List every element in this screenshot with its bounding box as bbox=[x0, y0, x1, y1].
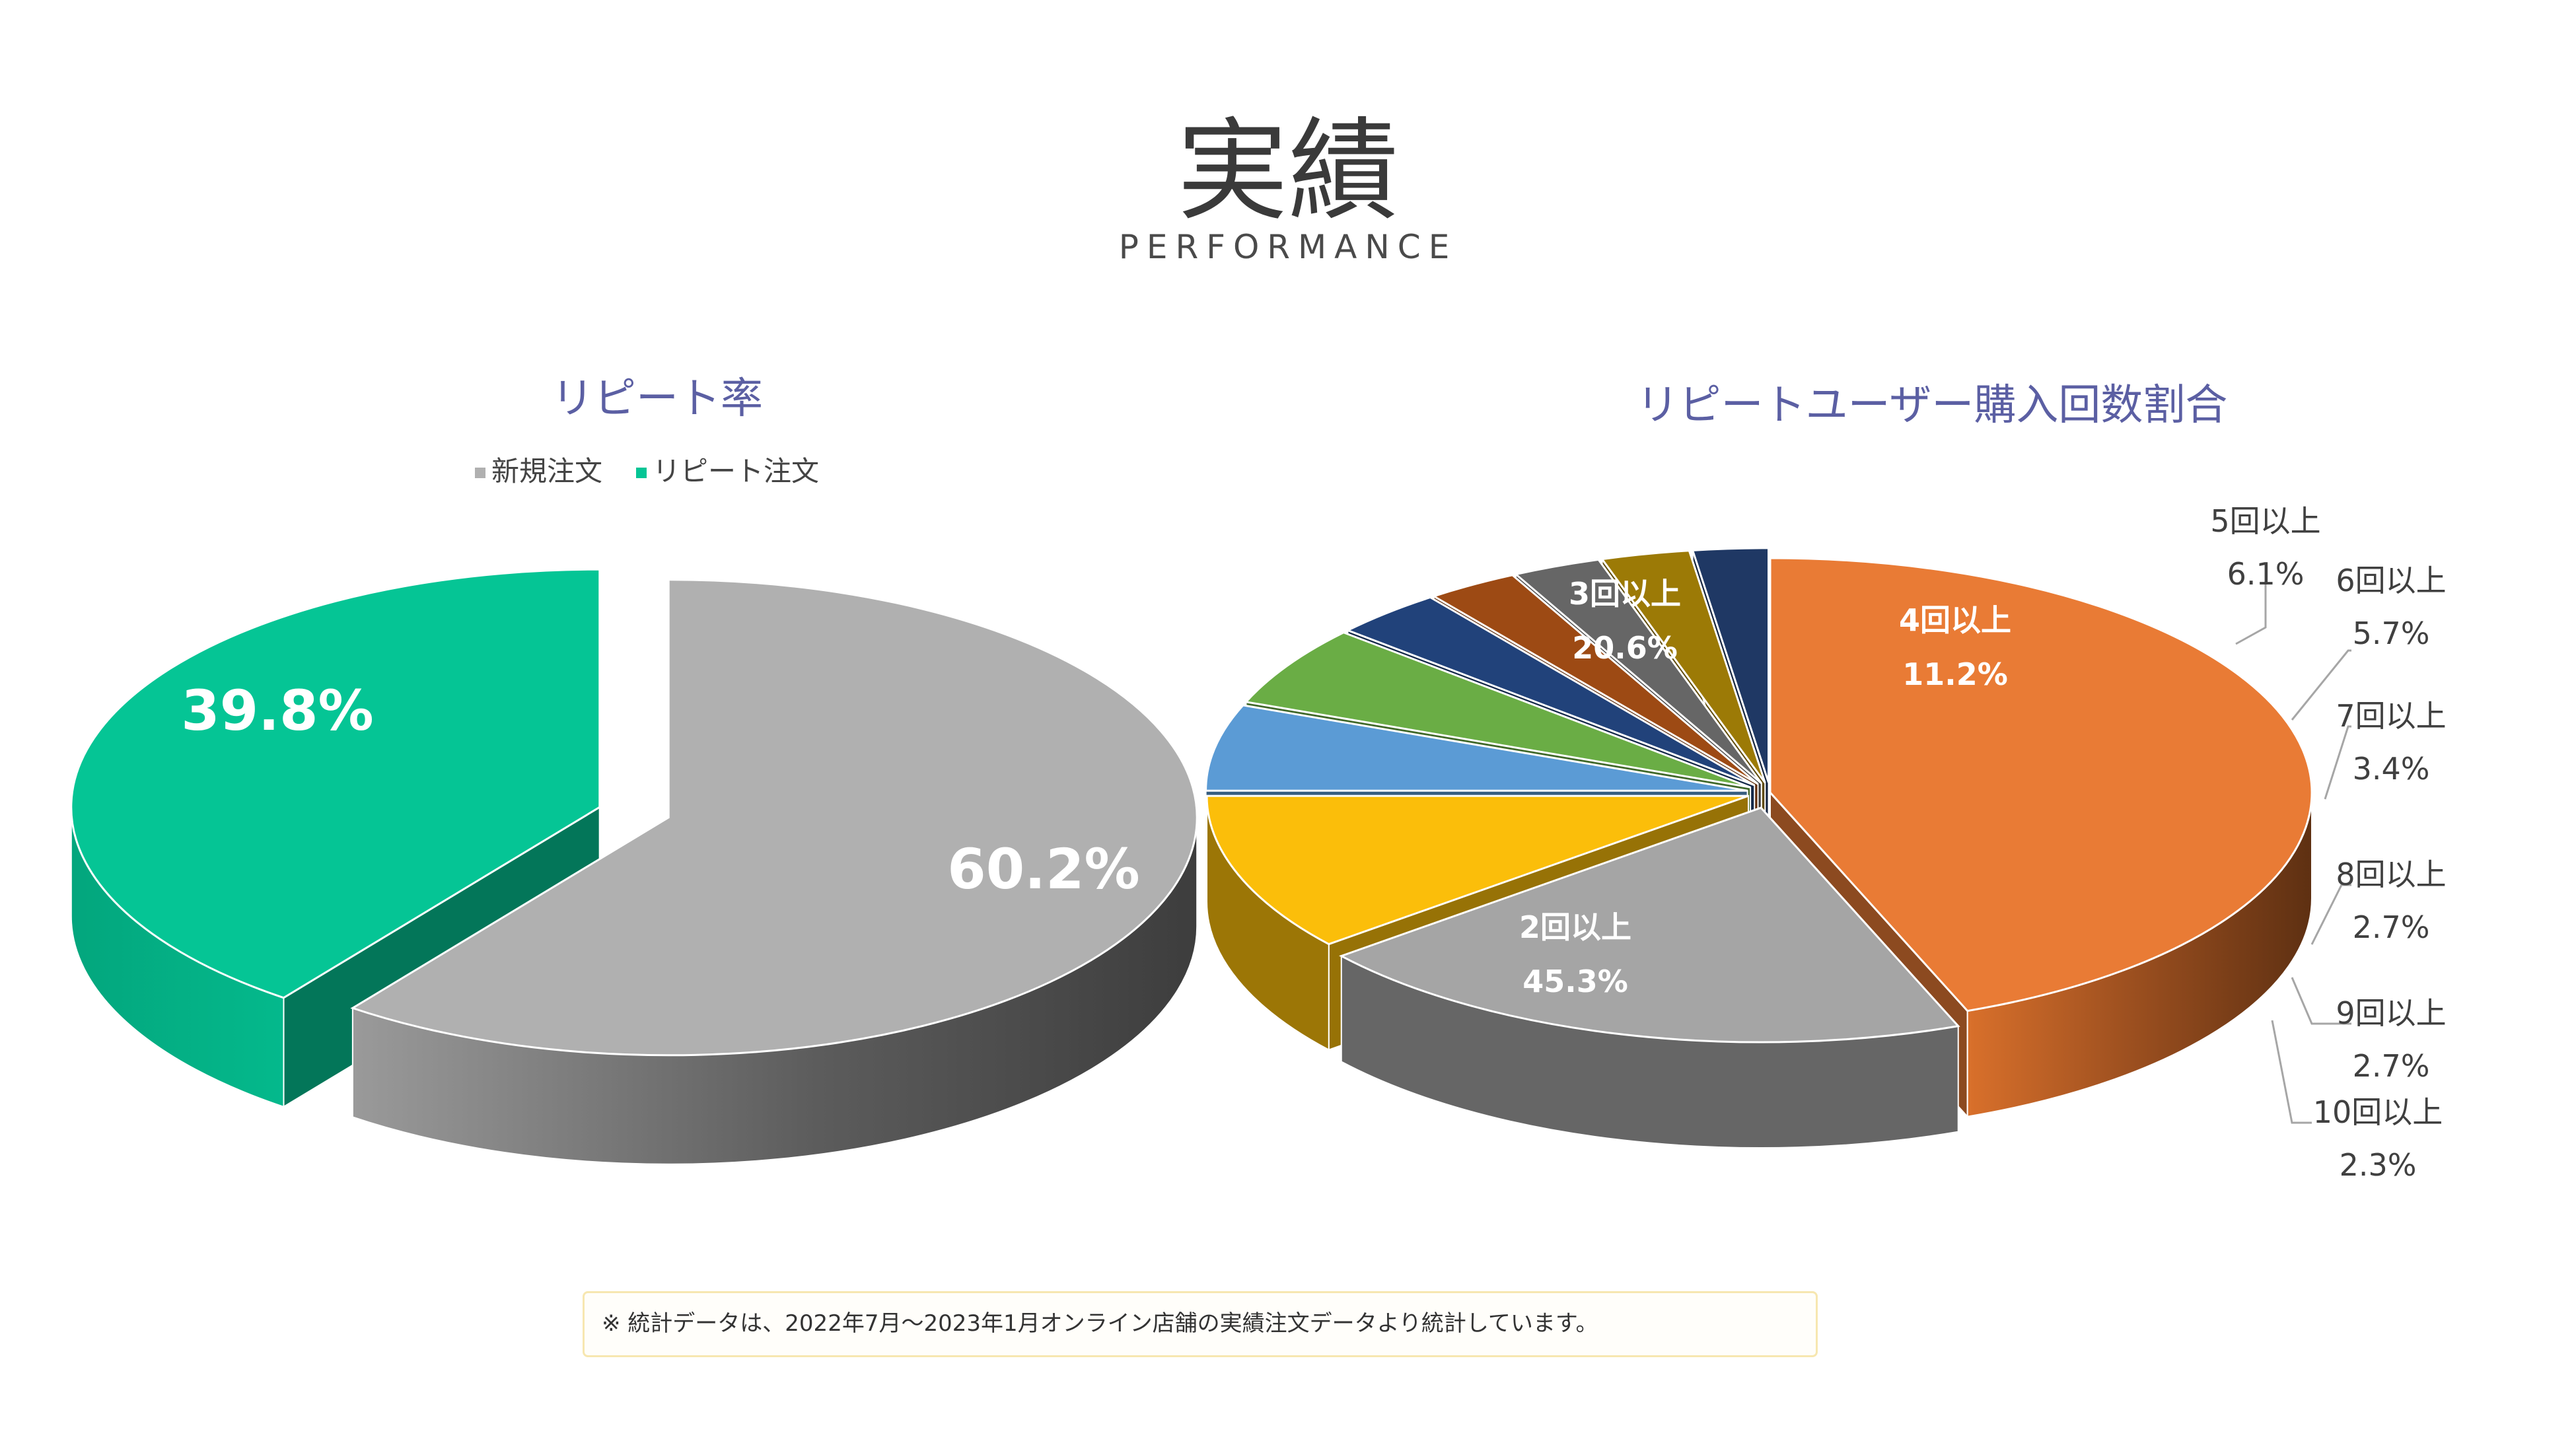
purchase-label-name-4: 6回以上 bbox=[2336, 563, 2446, 598]
repeat-rate-pie: 60.2% 39.8% bbox=[70, 568, 1198, 1165]
repeat-rate-title: リピート率 bbox=[552, 374, 763, 423]
repeat-rate-label-1: 39.8% bbox=[181, 678, 373, 743]
purchase-count-slice-6 bbox=[1431, 574, 1759, 785]
purchase-leader-line-5 bbox=[2324, 725, 2351, 800]
purchase-count-title: リピートユーザー購入回数割合 bbox=[1637, 381, 2228, 430]
purchase-label-value-0: 45.3% bbox=[1522, 964, 1628, 999]
purchase-label-name-2: 4回以上 bbox=[1899, 602, 2011, 638]
purchase-label-value-7: 2.7% bbox=[2353, 909, 2430, 945]
purchase-label-value-2: 11.2% bbox=[1902, 656, 2008, 692]
purchase-count-slice-3 bbox=[1205, 704, 1748, 792]
page-subtitle: PERFORMANCE bbox=[1118, 228, 1458, 266]
purchase-label-name-8: 9回以上 bbox=[2336, 995, 2446, 1031]
purchase-count-chart: リピートユーザー購入回数割合 2回以上 45.3% 3回以上 20.6% 4回以上 11.… bbox=[1205, 381, 2447, 1183]
purchase-count-slice-4 bbox=[1244, 631, 1751, 789]
purchase-label-name-1: 3回以上 bbox=[1569, 576, 1681, 612]
repeat-rate-chart: リピート率 新規注文 リピート注文 60.2% 39.8% bbox=[70, 374, 1198, 1165]
legend-label-new: 新規注文 bbox=[491, 455, 602, 487]
purchase-count-slice-7 bbox=[1513, 558, 1762, 785]
purchase-count-pie: 2回以上 45.3% 3回以上 20.6% 4回以上 11.2% 5回以上 6.1% 6回以上 5… bbox=[1205, 503, 2447, 1183]
purchase-leader-line-8 bbox=[2291, 977, 2351, 1025]
purchase-label-value-1: 20.6% bbox=[1572, 630, 1678, 666]
repeat-rate-label-0: 60.2% bbox=[947, 837, 1139, 901]
purchase-label-value-4: 5.7% bbox=[2353, 616, 2430, 651]
legend-label-repeat: リピート注文 bbox=[653, 455, 819, 487]
purchase-leader-line-9 bbox=[2271, 1020, 2312, 1124]
purchase-label-value-9: 2.3% bbox=[2340, 1147, 2417, 1183]
page-title: 実績 bbox=[1177, 106, 1399, 236]
purchase-count-slice-0 bbox=[1769, 557, 2313, 1012]
purchase-count-slice-2 bbox=[1205, 795, 1749, 946]
purchase-label-name-9: 10回以上 bbox=[2313, 1094, 2443, 1130]
footnote-text: ※ 統計データは、2022年7月〜2023年1月オンライン店舗の実績注文データよ… bbox=[602, 1310, 1598, 1337]
purchase-label-value-8: 2.7% bbox=[2353, 1048, 2430, 1084]
purchase-leader-line-4 bbox=[2291, 649, 2351, 721]
purchase-count-slice-1 bbox=[1339, 806, 1960, 1043]
purchase-leader-line-7 bbox=[2310, 884, 2351, 945]
purchase-leader-line-3 bbox=[2235, 581, 2267, 645]
purchase-count-tops bbox=[1205, 547, 2313, 1043]
purchase-label-name-5: 7回以上 bbox=[2336, 698, 2446, 734]
purchase-label-name-3: 5回以上 bbox=[2210, 503, 2320, 539]
footnote-box: ※ 統計データは、2022年7月〜2023年1月オンライン店舗の実績注文データよ… bbox=[583, 1291, 1818, 1357]
repeat-rate-slice-1 bbox=[70, 568, 601, 999]
purchase-label-value-3: 6.1% bbox=[2227, 556, 2305, 592]
repeat-rate-tops bbox=[70, 568, 1198, 1057]
repeat-rate-slice-0 bbox=[350, 579, 1198, 1057]
purchase-count-slice-5 bbox=[1345, 596, 1756, 787]
legend-swatch-repeat bbox=[636, 468, 647, 478]
purchase-count-slice-9 bbox=[1691, 547, 1770, 783]
purchase-label-name-0: 2回以上 bbox=[1519, 909, 1631, 945]
purchase-label-name-7: 8回以上 bbox=[2336, 857, 2446, 892]
legend-swatch-new bbox=[475, 468, 485, 478]
purchase-count-slice-8 bbox=[1600, 549, 1766, 784]
repeat-rate-legend: 新規注文 リピート注文 bbox=[475, 455, 819, 487]
purchase-label-value-5: 3.4% bbox=[2353, 751, 2430, 787]
